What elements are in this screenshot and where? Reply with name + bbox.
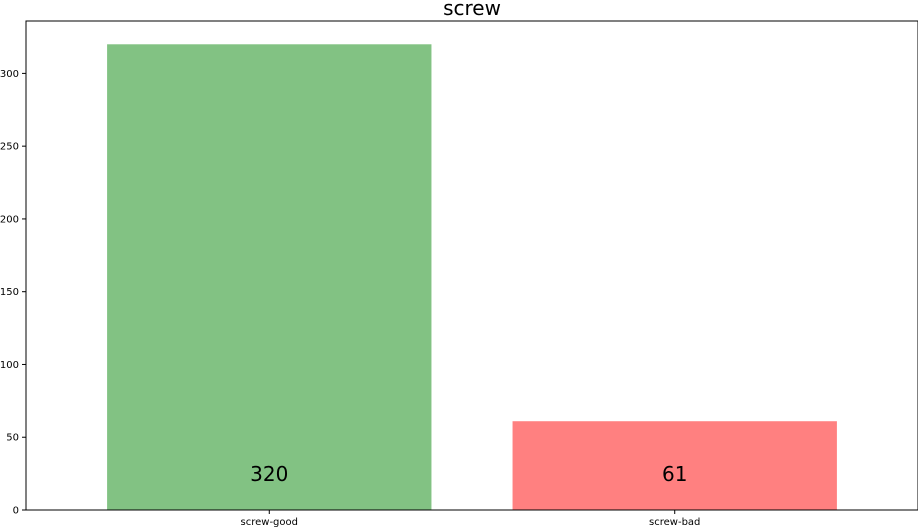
y-tick-label: 300 — [0, 69, 19, 80]
x-axis-ticks: screw-good screw-bad — [241, 510, 700, 527]
y-axis-ticks: 0 50 100 150 200 250 300 — [0, 69, 26, 517]
chart-title: screw — [443, 0, 501, 20]
bar-screw-good — [107, 44, 432, 511]
y-tick-label: 150 — [0, 287, 19, 298]
bars-group: 320 61 — [107, 44, 837, 511]
plot-frame — [25, 20, 918, 511]
y-tick-label: 200 — [0, 214, 19, 225]
x-tick-label: screw-bad — [649, 517, 700, 527]
bar-screw-bad — [512, 421, 837, 510]
data-label: 320 — [250, 462, 288, 486]
y-tick-label: 50 — [6, 433, 19, 444]
x-tick-label: screw-good — [241, 517, 298, 527]
y-tick-label: 250 — [0, 142, 19, 153]
y-tick-label: 0 — [13, 506, 19, 517]
y-tick-label: 100 — [0, 360, 19, 371]
data-label: 61 — [662, 462, 687, 486]
